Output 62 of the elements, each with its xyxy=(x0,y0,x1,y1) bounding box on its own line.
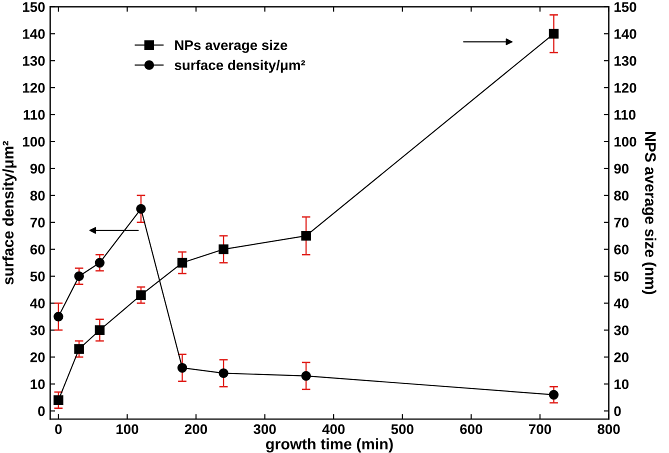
y2-tick-label: 50 xyxy=(614,272,629,282)
y-tick-label: 110 xyxy=(24,110,45,120)
x-tick-label: 400 xyxy=(322,424,345,434)
y2-tick-label: 140 xyxy=(614,29,636,39)
y-tick-label: 150 xyxy=(23,2,45,12)
y2-tick-label: 150 xyxy=(614,2,636,12)
y2-axis-title: NPS average size (nm) xyxy=(642,132,656,294)
y2-tick-label: 60 xyxy=(614,244,629,254)
x-tick-label: 100 xyxy=(116,424,138,434)
point xyxy=(301,371,311,381)
y2-tick-label: 20 xyxy=(614,352,629,362)
y-axis-title: surface density/μm² xyxy=(2,141,17,285)
x-tick-label: 500 xyxy=(391,424,414,434)
y2-tick-label: 10 xyxy=(614,379,629,390)
y2-tick-label: 120 xyxy=(614,82,636,93)
y-tick-label: 20 xyxy=(30,352,45,362)
y-tick-label: 10 xyxy=(30,379,45,390)
y2-tick-label: 80 xyxy=(614,190,629,201)
point xyxy=(54,312,64,322)
x-tick-label: 700 xyxy=(529,424,552,434)
y-tick-label: 0 xyxy=(38,406,45,416)
point xyxy=(74,344,84,354)
y-tick-label: 130 xyxy=(23,56,45,66)
point xyxy=(94,325,105,335)
point xyxy=(548,390,559,400)
legend-label: NPs average size xyxy=(175,40,288,53)
point xyxy=(54,395,64,406)
y-tick-label: 30 xyxy=(30,325,45,336)
point xyxy=(136,290,146,300)
point xyxy=(136,204,146,214)
point xyxy=(301,230,311,241)
x-tick-label: 300 xyxy=(254,424,276,434)
x-tick-label: 800 xyxy=(598,424,620,434)
point xyxy=(548,28,559,39)
point xyxy=(94,258,105,268)
y2-tick-label: 100 xyxy=(614,136,636,147)
y-tick-label: 140 xyxy=(23,29,45,39)
y-tick-label: 120 xyxy=(23,82,45,93)
y-tick-label: 60 xyxy=(30,244,45,254)
y2-tick-label: 30 xyxy=(614,325,629,336)
point xyxy=(218,368,228,378)
point xyxy=(218,244,228,254)
y-tick-label: 80 xyxy=(30,190,45,201)
y-tick-label: 40 xyxy=(30,298,45,308)
y-tick-label: 90 xyxy=(30,164,45,174)
y-tick-label: 100 xyxy=(23,136,45,147)
x-tick-label: 600 xyxy=(460,424,482,434)
y2-tick-label: 130 xyxy=(614,56,636,66)
x-tick-label: 200 xyxy=(184,424,208,434)
point xyxy=(177,362,188,373)
y2-tick-label: 0 xyxy=(614,406,621,416)
point xyxy=(177,258,188,268)
legend-label: surface density/μm² xyxy=(174,60,306,73)
x-tick-label: 0 xyxy=(55,424,62,434)
point xyxy=(74,271,84,282)
y2-tick-label: 90 xyxy=(614,164,629,174)
y2-tick-label: 110 xyxy=(614,110,636,120)
x-axis-title: growth time (min) xyxy=(266,438,393,453)
y-tick-label: 70 xyxy=(30,218,45,228)
y-tick-label: 50 xyxy=(30,272,45,282)
y2-tick-label: 40 xyxy=(614,298,629,308)
y2-tick-label: 70 xyxy=(614,218,629,228)
